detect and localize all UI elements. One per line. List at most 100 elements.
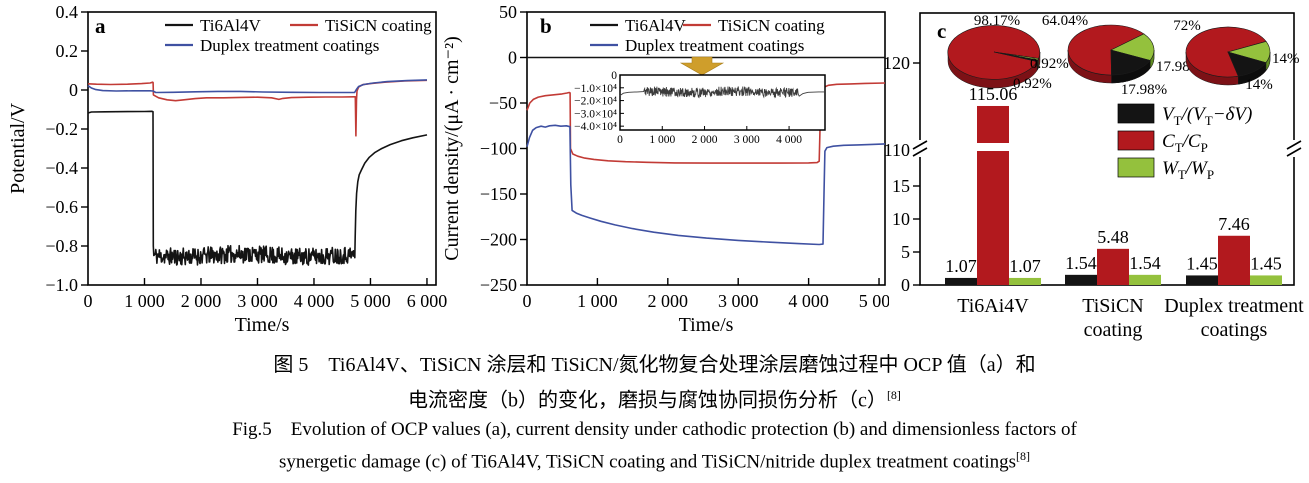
pie-slice-label: 0.92%: [1013, 76, 1052, 92]
axis-break-icon: [912, 140, 928, 157]
x-tick-label: 5 000: [350, 291, 391, 311]
y-tick-label: −150: [480, 184, 517, 204]
pie-chart-duplex-treatment-coatings: 72% 14% 14%: [1173, 18, 1299, 93]
inset-y-tick-label: 0: [611, 70, 617, 82]
legend-label: TiSiCN coating: [718, 16, 825, 35]
series-ti6al4v: [87, 110, 428, 266]
y-tick-label: −0.6: [45, 197, 78, 217]
figure-caption: 图 5 Ti6Al4V、TiSiCN 涂层和 TiSiCN/氮化物复合处理涂层磨…: [0, 350, 1309, 475]
pie-chart-tisicn-coating: 64.04%17.98%17.98%: [1042, 13, 1202, 98]
y-tick-label: −0.8: [45, 236, 78, 256]
x-axis-label: Time/s: [235, 314, 290, 336]
bar-value-label: 7.46: [1218, 214, 1250, 234]
caption-chinese-line1: 图 5 Ti6Al4V、TiSiCN 涂层和 TiSiCN/氮化物复合处理涂层磨…: [273, 354, 1036, 376]
bar: [1065, 274, 1097, 285]
bar-value-label: 115.06: [969, 84, 1018, 104]
y-tick-label: 0.2: [56, 41, 79, 61]
series-duplex-treatment-coatings: [526, 124, 886, 246]
pie-slice: [1110, 49, 1151, 76]
category-label: TiSiCN: [1082, 295, 1144, 317]
y-tick-label: 15: [892, 176, 910, 196]
y-tick-label: −100: [480, 139, 517, 159]
inset-y-tick-label: −1.0×10⁴: [574, 83, 617, 95]
inset-y-tick-label: −4.0×10⁴: [574, 121, 617, 133]
caption-chinese-line2-text: 电流密度（b）的变化，磨损与腐蚀协同损伤分析（c）: [408, 389, 887, 412]
x-tick-label: 0: [523, 291, 532, 311]
y-tick-label: 110: [884, 140, 910, 160]
y-tick-label: 10: [892, 209, 910, 229]
pie-slice: [947, 25, 1041, 80]
legend-label: Ti6Al4V: [200, 16, 262, 35]
y-tick-label: −250: [480, 275, 517, 295]
inset-x-tick-label: 1 000: [649, 134, 675, 146]
x-tick-label: 2 000: [648, 291, 689, 311]
caption-citation-en: [8]: [1016, 448, 1031, 463]
bar-value-label: 1.45: [1250, 253, 1282, 273]
pie-slice: [1227, 51, 1267, 77]
x-tick-label: 1 000: [124, 291, 165, 311]
bar: [1009, 277, 1041, 285]
inset-x-tick-label: 0: [617, 134, 623, 146]
bar-value-label: 1.54: [1065, 253, 1097, 273]
category-label: coatings: [1201, 319, 1268, 341]
category-label: Duplex treatment: [1164, 295, 1304, 317]
axes: 0 1 000 2 000 3 000 4 000 5 000 50 0 −50 −100 −150…: [441, 2, 889, 336]
pie-slice-label: 64.04%: [1042, 13, 1088, 29]
bar: [1097, 248, 1129, 285]
pie-slice: [993, 51, 1039, 62]
bar: [1250, 275, 1282, 285]
axis-break-icon: [1286, 140, 1302, 157]
panel-b-current-density-chart: 0 1 000 2 000 3 000 4 000 5 000 50 0 −50 −100 −150…: [440, 0, 889, 345]
y-axis-label: Current density/(μA · cm⁻²): [441, 36, 463, 260]
caption-citation-cn: [8]: [886, 388, 901, 402]
panel-letter: b: [540, 14, 552, 38]
legend-label: CT/CP: [1162, 131, 1208, 155]
caption-english-line2: synergetic damage (c) of Ti6Al4V, TiSiCN…: [0, 443, 1309, 475]
pie-slice-label: 98.17%: [974, 13, 1020, 29]
legend-label: TiSiCN coating: [325, 16, 432, 35]
panel-letter: a: [95, 14, 106, 38]
y-tick-label: 50: [499, 2, 517, 22]
pie-slice-label: 17.98%: [1121, 82, 1167, 98]
bar: [1218, 235, 1250, 285]
caption-english-line1: Fig.5 Evolution of OCP values (a), curre…: [232, 418, 1077, 440]
pie-slice: [1110, 33, 1155, 61]
y-axis-label: Potential/V: [7, 102, 29, 194]
y-tick-label: 0.4: [56, 2, 79, 22]
caption-english-line2-text: synergetic damage (c) of Ti6Al4V, TiSiCN…: [278, 450, 1017, 472]
y-tick-label: 120: [883, 53, 910, 73]
legend: VT/(VT−δV) CT/CP WT/WP: [1117, 103, 1252, 182]
y-tick-label: −50: [489, 93, 517, 113]
pie-slice-label: 0.92%: [1030, 56, 1069, 72]
bar-value-label: 1.45: [1186, 253, 1218, 273]
series-tisicn-coating: [87, 79, 428, 137]
bar-value-label: 1.54: [1129, 253, 1161, 273]
y-tick-label: 0: [901, 275, 910, 295]
pie-slice-label: 72%: [1173, 18, 1201, 34]
legend-label: WT/WP: [1162, 158, 1214, 182]
axes: 0 1 000 2 000 3 000 4 000 5 000 6 000 0.4 0.2 0 −0…: [7, 2, 447, 336]
inset-series: [619, 86, 825, 99]
legend-label: Ti6Al4V: [625, 16, 687, 35]
inset-x-tick-label: 4 000: [776, 134, 802, 146]
bar-value-label: 1.07: [945, 256, 977, 276]
x-tick-label: 4 000: [788, 291, 829, 311]
panel-letter: c: [937, 19, 946, 43]
x-tick-label: 4 000: [294, 291, 335, 311]
x-tick-label: 1 000: [577, 291, 618, 311]
y-tick-label: 0: [69, 80, 78, 100]
inset-x-tick-label: 2 000: [692, 134, 718, 146]
bar: [1129, 274, 1161, 285]
pie-slice: [1185, 26, 1267, 78]
legend-label: VT/(VT−δV): [1162, 104, 1252, 128]
ocp-line-chart: 0 1 000 2 000 3 000 4 000 5 000 6 000 0.4 0.2 0 −0…: [7, 2, 447, 336]
bar: [945, 277, 977, 285]
legend-label: Duplex treatment coatings: [625, 36, 804, 55]
category-label: coating: [1084, 319, 1143, 341]
pie-slice-label: 14%: [1272, 51, 1300, 67]
